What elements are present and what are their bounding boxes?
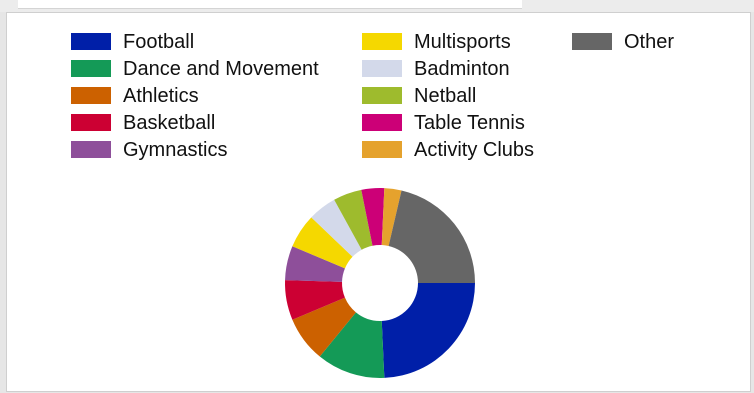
donut-slice-football <box>381 283 475 378</box>
legend-label: Dance and Movement <box>123 57 319 80</box>
donut-slice-activity-clubs <box>381 188 402 246</box>
legend-item-basketball: Basketball <box>71 109 319 136</box>
legend-item-netball: Netball <box>362 82 534 109</box>
donut-slice-netball <box>334 189 373 250</box>
legend-item-other: Other <box>572 28 674 55</box>
donut-slice-athletics <box>292 297 356 357</box>
legend-swatch <box>71 114 111 131</box>
legend-column-3: Other <box>572 28 674 55</box>
donut-slice-basketball <box>285 280 345 320</box>
legend-label: Football <box>123 30 195 53</box>
legend-swatch <box>362 114 402 131</box>
legend-column-1: Football Dance and Movement Athletics Baske… <box>71 28 319 163</box>
donut-chart <box>285 188 475 379</box>
legend-label: Gymnastics <box>123 138 228 161</box>
legend-item-dance-and-movement: Dance and Movement <box>71 55 319 82</box>
legend-label: Athletics <box>123 84 199 107</box>
legend-label: Other <box>624 30 675 53</box>
legend-item-athletics: Athletics <box>71 82 319 109</box>
legend-swatch <box>362 60 402 77</box>
legend-swatch <box>362 33 402 50</box>
donut-slice-other <box>388 190 475 283</box>
legend-label: Activity Clubs <box>414 138 535 161</box>
donut-slice-multisports <box>292 217 353 269</box>
legend-item-multisports: Multisports <box>362 28 534 55</box>
legend-item-football: Football <box>71 28 319 55</box>
legend-label: Badminton <box>414 57 510 80</box>
legend-label: Netball <box>414 84 477 107</box>
legend-swatch <box>71 87 111 104</box>
legend-column-2: Multisports Badminton Netball Table Tennis A… <box>362 28 534 163</box>
legend-item-table-tennis: Table Tennis <box>362 109 534 136</box>
legend-item-gymnastics: Gymnastics <box>71 136 319 163</box>
legend-item-badminton: Badminton <box>362 55 534 82</box>
legend-swatch <box>362 87 402 104</box>
chart-panel: Football Dance and Movement Athletics Baske… <box>6 12 751 392</box>
legend-swatch <box>71 141 111 158</box>
legend-swatch <box>362 141 402 158</box>
legend-swatch <box>71 60 111 77</box>
legend-label: Basketball <box>123 111 216 134</box>
legend-swatch <box>572 33 612 50</box>
donut-slice-table-tennis <box>361 188 385 246</box>
legend-label: Table Tennis <box>414 111 525 134</box>
legend-item-activity-clubs: Activity Clubs <box>362 136 534 163</box>
header-tab-area <box>18 0 522 9</box>
legend-swatch <box>71 33 111 50</box>
donut-slice-dance-and-movement <box>319 312 385 379</box>
donut-slice-gymnastics <box>285 246 345 282</box>
donut-slice-badminton <box>311 199 362 257</box>
legend-label: Multisports <box>414 30 511 53</box>
